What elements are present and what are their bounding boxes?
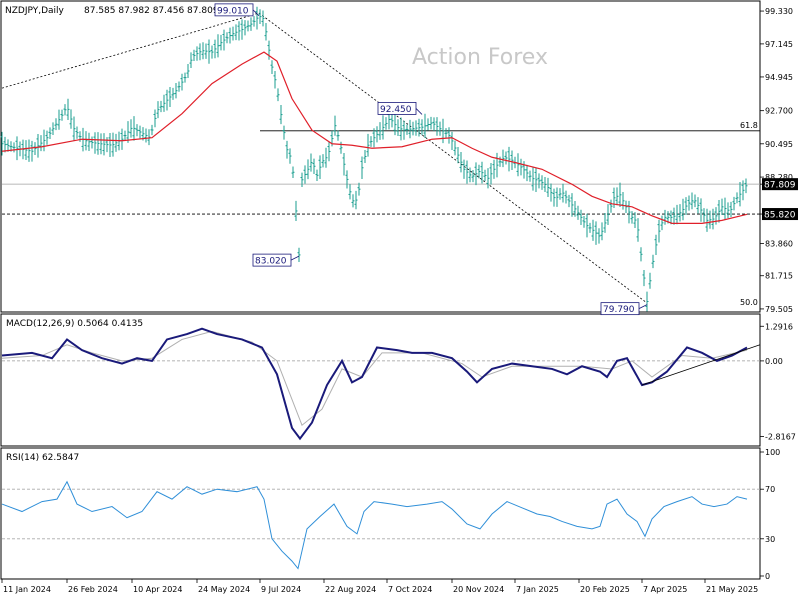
price-axis-label: 97.145 [765,40,793,49]
rsi-axis-label: 100 [765,448,780,457]
moving-average-line [1,51,748,224]
price-series [0,6,748,312]
rsi-axis-label: 70 [765,485,775,494]
date-axis-label: 10 Apr 2024 [133,585,182,594]
fib-61-8-label: 61.8 [740,121,758,130]
swing-label-connector [638,304,648,310]
date-axis-label: 7 Jan 2025 [516,585,559,594]
rsi-line [1,480,748,570]
date-axis-label: 11 Jan 2024 [3,585,51,594]
swing-label-connector [252,9,260,17]
date-axis-label: 9 Jul 2024 [261,585,301,594]
macd-axis-label: 0.00 [765,357,783,366]
price-axis-label: 83.860 [765,239,793,248]
rsi-axis: 100 70 30 0 [760,448,780,581]
fib-50-label: 50.0 [740,298,758,307]
date-axis-label: 7 Apr 2025 [643,585,687,594]
price-axis: 99.330 97.145 94.945 92.700 90.495 88.28087.8… [760,7,798,314]
rsi-axis-label: 0 [765,572,770,581]
date-axis-label: 20 Feb 2025 [580,585,630,594]
price-axis-label: 90.495 [765,140,793,149]
watermark: Action Forex [412,45,548,70]
macd-signal-line [1,330,748,427]
date-axis-label: 24 May 2024 [198,585,250,594]
date-axis-label: 21 May 2025 [706,585,758,594]
ohlc-label: 87.585 87.982 87.456 87.809 [84,6,219,16]
price-axis-label: 81.715 [765,272,793,281]
price-axis-label: 94.945 [765,73,793,82]
price-panel-frame [0,0,761,313]
date-axis-label: 20 Nov 2024 [453,585,504,594]
macd-series [1,327,761,441]
macd-trendline [641,344,761,386]
macd-axis: 1.2916 0.00 -2.8167 [760,322,796,441]
price-axis-label: 79.505 [765,305,793,314]
swing-label: 79.790 [603,305,635,315]
uptrend-line [1,12,260,89]
macd-line [1,327,748,441]
price-axis-label: 92.700 [765,107,793,116]
price-axis-label: 88.280 [765,173,793,182]
rsi-axis-label: 30 [765,535,775,544]
downtrend-line [258,12,648,304]
rsi-title: RSI(14) 62.5847 [6,453,79,463]
swing-label: 99.010 [217,6,249,16]
swing-label: 83.020 [255,257,287,267]
date-axis-label: 7 Oct 2024 [388,585,432,594]
date-axis-label: 22 Aug 2024 [325,585,376,594]
swing-label-connector [415,108,423,115]
rsi-panel-frame [0,447,761,580]
swing-label-connector [290,255,300,261]
macd-title: MACD(12,26,9) 0.5064 0.4135 [6,319,143,329]
price-annotations: 99.010 83.020 92.450 79.790 [214,3,648,315]
price-axis-label: 99.330 [765,7,793,16]
date-axis: 11 Jan 2024 26 Feb 2024 10 Apr 2024 24 May … [1,579,758,594]
macd-axis-label: 1.2916 [765,322,793,331]
macd-panel-frame [0,313,761,447]
swing-label: 92.450 [380,105,412,115]
date-axis-label: 26 Feb 2024 [68,585,118,594]
macd-axis-label: -2.8167 [765,432,796,441]
price-tag-bg [762,178,798,191]
price-gridlines: 61.8 50.0 [1,12,760,307]
rsi-series [1,480,760,570]
symbol-label: NZDJPY,Daily [5,6,65,16]
price-tag-label: 87.809 [764,181,796,191]
price-tag-bg [762,208,798,221]
price-tag-label: 85.820 [764,211,796,221]
